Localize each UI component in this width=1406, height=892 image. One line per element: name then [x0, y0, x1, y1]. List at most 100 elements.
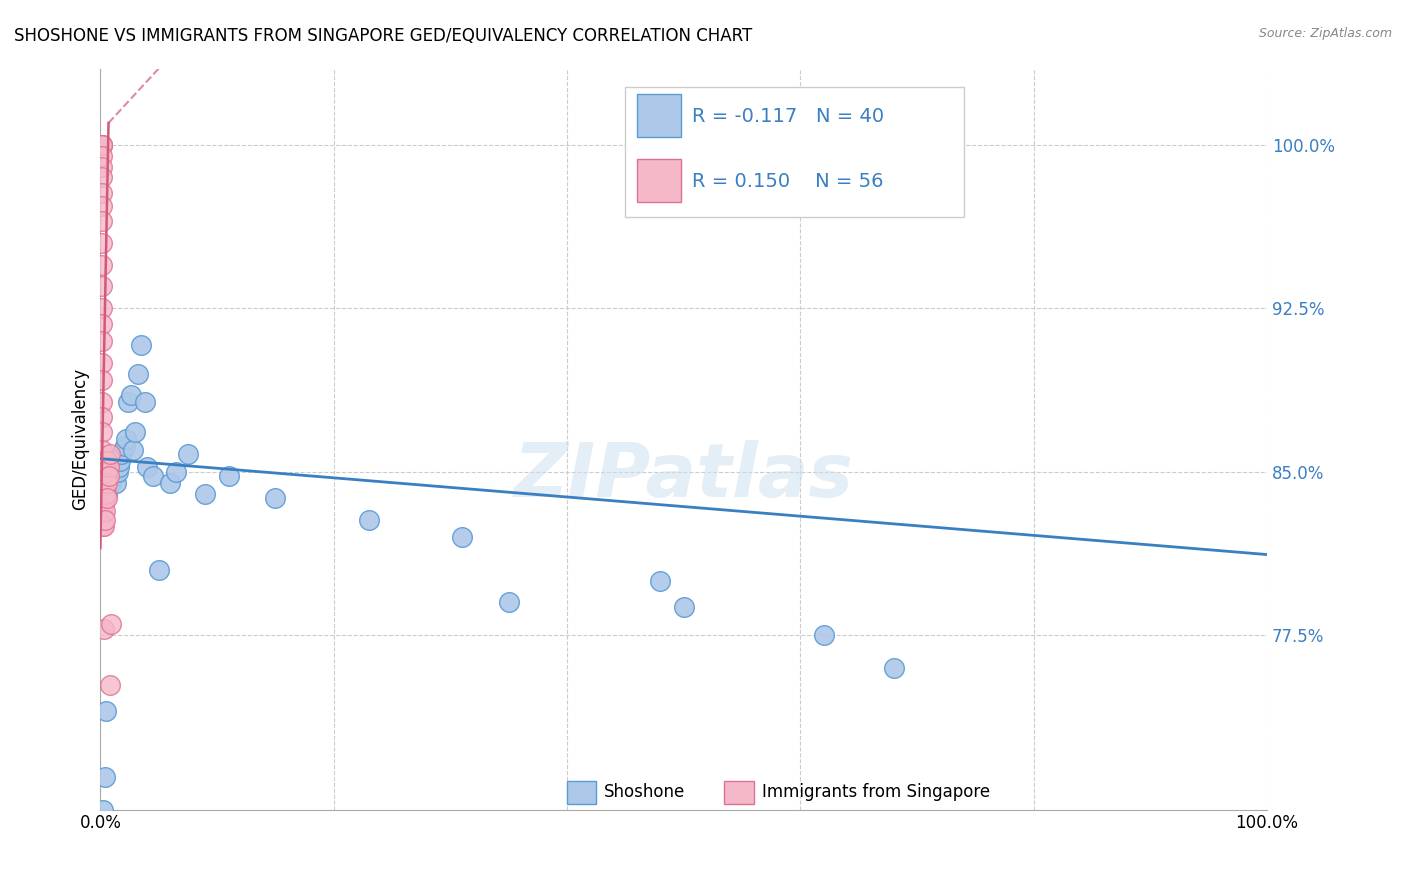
Point: [104, 475, 127, 490]
Point: [90, 356, 112, 370]
Point: [96, 465, 118, 479]
Point: [96, 454, 118, 468]
Point: [120, 388, 142, 402]
Point: [97, 460, 120, 475]
Point: [96, 475, 118, 490]
Point: [90, 137, 112, 152]
Point: [115, 432, 138, 446]
Point: [136, 460, 159, 475]
Point: [110, 447, 132, 461]
Point: [90, 258, 112, 272]
Point: [142, 469, 165, 483]
Point: [98, 469, 121, 483]
Point: [650, 574, 672, 588]
Point: [97, 469, 120, 483]
Y-axis label: GED/Equivalency: GED/Equivalency: [72, 368, 89, 510]
Point: [91, 475, 114, 490]
Point: [103, 465, 125, 479]
Point: [90, 334, 112, 348]
Point: [100, 617, 122, 632]
Point: [451, 530, 474, 544]
Bar: [637, 159, 682, 202]
Point: [111, 442, 134, 457]
Point: [101, 469, 124, 483]
Point: [813, 628, 835, 642]
Point: [94, 482, 117, 496]
Point: [91, 519, 114, 533]
Point: [129, 338, 152, 352]
Point: [90, 137, 112, 152]
Point: [91, 465, 114, 479]
Point: [124, 425, 146, 440]
Point: [93, 486, 115, 500]
Text: Source: ZipAtlas.com: Source: ZipAtlas.com: [1258, 27, 1392, 40]
Point: [96, 475, 118, 490]
Point: [90, 199, 112, 213]
Point: [90, 301, 112, 316]
Point: [90, 279, 112, 293]
Point: [177, 447, 200, 461]
Point: [93, 465, 115, 479]
Point: [90, 410, 112, 425]
Text: R = -0.117   N = 40: R = -0.117 N = 40: [692, 107, 884, 126]
Bar: [724, 781, 754, 804]
Point: [100, 475, 122, 490]
Point: [90, 137, 112, 152]
Point: [90, 475, 112, 490]
Point: [93, 519, 115, 533]
Point: [90, 425, 112, 440]
Point: [94, 770, 117, 784]
Text: ZIPatlas: ZIPatlas: [513, 440, 853, 513]
Point: [96, 486, 118, 500]
Point: [90, 395, 112, 409]
Point: [93, 454, 115, 468]
Point: [98, 678, 121, 692]
Point: [90, 373, 112, 387]
Point: [148, 563, 170, 577]
Point: [96, 465, 118, 479]
Bar: [567, 781, 596, 804]
Point: [90, 170, 112, 185]
Point: [94, 513, 117, 527]
Point: [93, 622, 115, 636]
Text: Immigrants from Singapore: Immigrants from Singapore: [762, 783, 990, 802]
Point: [498, 595, 520, 609]
Point: [96, 486, 118, 500]
Point: [114, 439, 136, 453]
Point: [91, 508, 114, 523]
Point: [96, 491, 118, 505]
Point: [90, 160, 112, 174]
Point: [94, 460, 117, 475]
Point: [90, 317, 112, 331]
Point: [94, 504, 117, 518]
Point: [90, 235, 112, 250]
Point: [90, 149, 112, 163]
Point: [96, 705, 118, 719]
Point: [107, 465, 129, 479]
FancyBboxPatch shape: [626, 87, 963, 217]
Point: [127, 367, 149, 381]
Text: R = 0.150    N = 56: R = 0.150 N = 56: [692, 171, 883, 191]
Point: [165, 465, 187, 479]
Point: [90, 460, 112, 475]
Point: [264, 491, 287, 505]
Point: [122, 442, 145, 457]
Point: [103, 469, 125, 483]
Text: Shoshone: Shoshone: [605, 783, 686, 802]
Point: [90, 442, 112, 457]
Point: [883, 661, 905, 675]
Point: [90, 186, 112, 200]
Point: [98, 447, 121, 461]
Point: [93, 475, 115, 490]
Point: [117, 395, 139, 409]
Point: [672, 599, 695, 614]
Point: [91, 486, 114, 500]
Point: [90, 214, 112, 228]
Point: [108, 454, 131, 468]
Point: [218, 469, 240, 483]
Point: [96, 454, 118, 468]
Point: [91, 803, 114, 817]
Point: [93, 497, 115, 511]
Text: SHOSHONE VS IMMIGRANTS FROM SINGAPORE GED/EQUIVALENCY CORRELATION CHART: SHOSHONE VS IMMIGRANTS FROM SINGAPORE GE…: [14, 27, 752, 45]
Point: [90, 137, 112, 152]
